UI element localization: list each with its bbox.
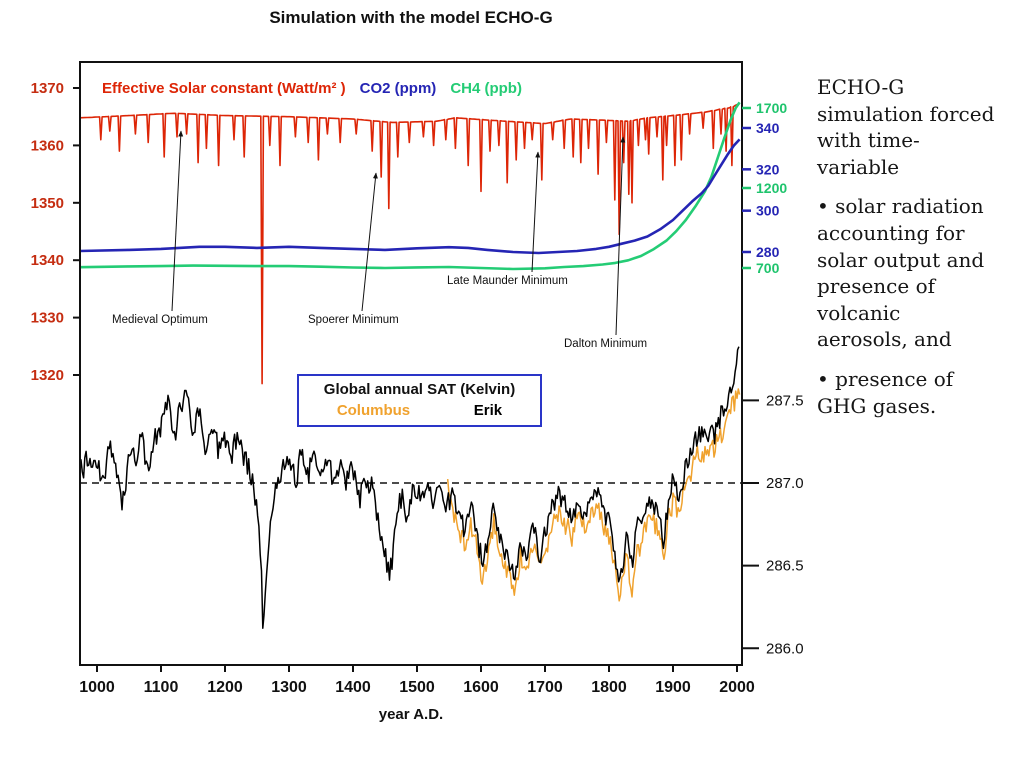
annotation-late-maunder-minimum: Late Maunder Minimum bbox=[447, 275, 568, 287]
annotation-arrow bbox=[361, 172, 378, 312]
solar-tick-label: 1370 bbox=[31, 80, 64, 97]
annotation-dalton-minimum: Dalton Minimum bbox=[564, 338, 648, 350]
plot-border bbox=[79, 61, 743, 666]
legend-columbus-label: Columbus bbox=[336, 402, 411, 419]
ch4-tick-label: 700 bbox=[756, 260, 780, 276]
series-co2 bbox=[80, 138, 741, 255]
series-ch4 bbox=[80, 101, 741, 271]
sat-legend-box: Global annual SAT (Kelvin) Columbus Erik bbox=[297, 374, 542, 427]
annotation-medieval-optimum: Medieval Optimum bbox=[112, 314, 208, 326]
co2-tick-label: 340 bbox=[756, 120, 780, 136]
top-legend: Effective Solar constant (Watt/m² ) CO2 … bbox=[102, 80, 522, 97]
solar-tick-label: 1330 bbox=[31, 310, 64, 327]
ch4-tick-label: 1700 bbox=[756, 100, 787, 116]
sat-legend-title: Global annual SAT (Kelvin) bbox=[323, 381, 516, 398]
series-sat-columbus bbox=[446, 388, 741, 602]
co2-tick-label: 320 bbox=[756, 161, 780, 177]
solar-tick-label: 1360 bbox=[31, 137, 64, 154]
solar-tick-label: 1340 bbox=[31, 252, 64, 269]
year-tick-label: 1500 bbox=[399, 679, 435, 696]
year-tick-label: 2000 bbox=[719, 679, 755, 696]
year-tick-label: 1000 bbox=[79, 679, 115, 696]
annotation-spoerer-minimum: Spoerer Minimum bbox=[308, 314, 399, 326]
annotation-arrow bbox=[171, 130, 184, 312]
x-axis-title: year A.D. bbox=[378, 706, 444, 723]
legend-co2-label: CO2 (ppm) bbox=[359, 80, 437, 97]
co2-tick-label: 300 bbox=[756, 203, 780, 219]
sat-tick-label: 287.5 bbox=[766, 392, 804, 409]
year-tick-label: 1800 bbox=[591, 679, 627, 696]
side-note-intro: ECHO-G simulation forced with time-varia… bbox=[817, 75, 995, 179]
sat-tick-label: 287.0 bbox=[766, 475, 804, 492]
legend-erik-label: Erik bbox=[473, 402, 503, 419]
sat-legend-names: Columbus Erik bbox=[305, 402, 534, 419]
series-solar-constant bbox=[80, 102, 740, 385]
solar-tick-label: 1320 bbox=[31, 367, 64, 384]
annotation-arrow bbox=[531, 151, 541, 273]
year-tick-label: 1400 bbox=[335, 679, 371, 696]
year-tick-label: 1900 bbox=[655, 679, 691, 696]
annotation-arrow bbox=[615, 136, 626, 336]
year-tick-label: 1200 bbox=[207, 679, 243, 696]
chart-title: Simulation with the model ECHO-G bbox=[269, 8, 553, 27]
side-note-bullet-1: • solar radiation accounting for solar o… bbox=[817, 194, 985, 352]
legend-ch4-label: CH4 (ppb) bbox=[450, 80, 522, 97]
year-tick-label: 1100 bbox=[144, 679, 179, 696]
year-tick-label: 1700 bbox=[527, 679, 563, 696]
legend-solar-label: Effective Solar constant (Watt/m² ) bbox=[102, 80, 346, 97]
year-tick-label: 1600 bbox=[463, 679, 499, 696]
sat-tick-label: 286.5 bbox=[766, 558, 804, 575]
year-tick-label: 1300 bbox=[271, 679, 307, 696]
ch4-tick-label: 1200 bbox=[756, 180, 787, 196]
series-sat-erik bbox=[80, 346, 740, 629]
solar-tick-label: 1350 bbox=[31, 195, 64, 212]
side-note: ECHO-G simulation forced with time-varia… bbox=[817, 74, 995, 432]
co2-tick-label: 280 bbox=[756, 244, 780, 260]
side-note-bullet-2: • presence of GHG gases. bbox=[817, 366, 954, 418]
sat-tick-label: 286.0 bbox=[766, 640, 804, 657]
